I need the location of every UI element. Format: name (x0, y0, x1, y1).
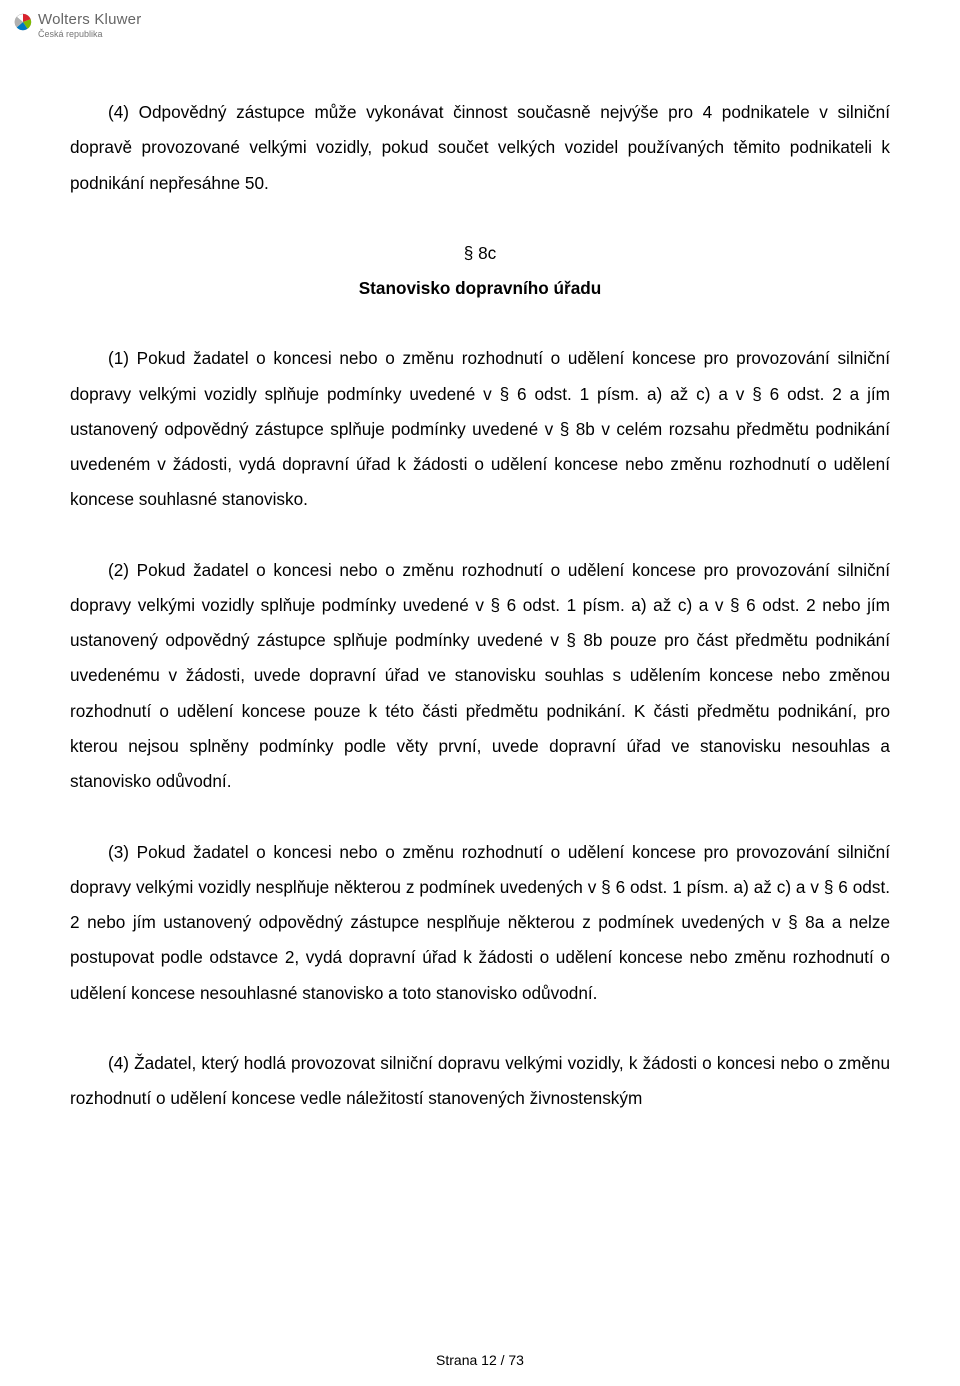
brand-main-text: Wolters Kluwer (38, 12, 141, 29)
brand-sub-text: Česká republika (38, 30, 141, 40)
paragraph-4-sec: (4) Žadatel, který hodlá provozovat siln… (70, 1046, 890, 1117)
paragraph-2-sec: (2) Pokud žadatel o koncesi nebo o změnu… (70, 553, 890, 800)
brand-text-block: Wolters Kluwer Česká republika (38, 12, 141, 39)
page-number: Strana 12 / 73 (436, 1352, 524, 1368)
paragraph-1-sec: (1) Pokud žadatel o koncesi nebo o změnu… (70, 341, 890, 517)
paragraph-3-sec: (3) Pokud žadatel o koncesi nebo o změnu… (70, 835, 890, 1011)
section-title: Stanovisko dopravního úřadu (70, 271, 890, 306)
page-footer: Strana 12 / 73 (0, 1352, 960, 1368)
document-body: (4) Odpovědný zástupce může vykonávat či… (70, 95, 890, 1151)
brand-logo-icon (14, 13, 32, 31)
section-number: § 8c (70, 236, 890, 271)
brand-header: Wolters Kluwer Česká republika (14, 12, 141, 39)
paragraph-4: (4) Odpovědný zástupce může vykonávat či… (70, 95, 890, 201)
